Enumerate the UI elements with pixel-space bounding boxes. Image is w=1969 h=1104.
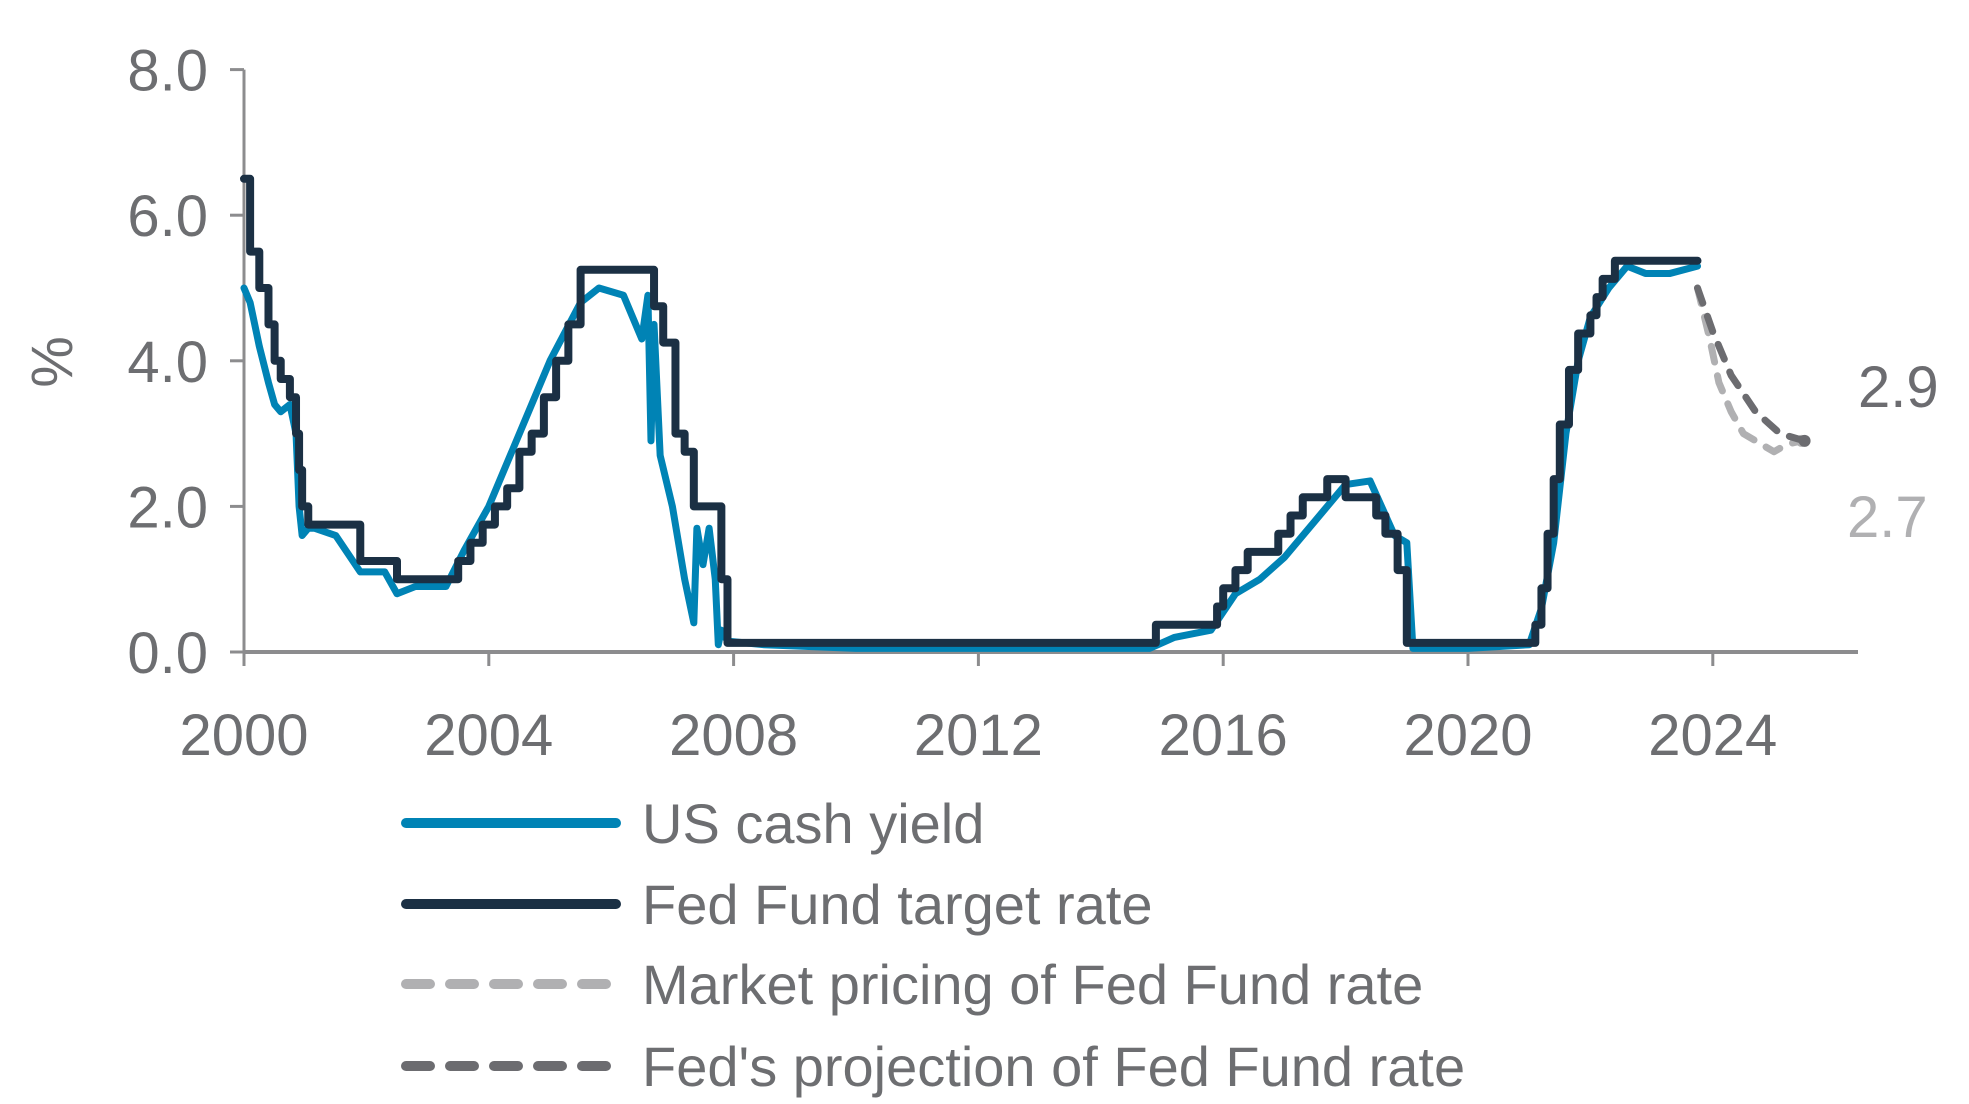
legend-label: Fed Fund target rate — [642, 873, 1153, 936]
series-line-fed-s-projection-of-fed-fund-rate — [1694, 284, 1809, 445]
x-axis: 2000 2004 2008 2012 2016 2020 2024 — [179, 650, 1858, 768]
series-end-point — [1798, 434, 1811, 447]
series-line-us-cash-yield — [240, 262, 1701, 652]
legend-label: Market pricing of Fed Fund rate — [642, 953, 1423, 1016]
series-lines — [240, 174, 1811, 652]
y-axis-label: % — [20, 336, 85, 388]
series-line-market-pricing-of-fed-fund-rate — [1694, 284, 1806, 456]
y-axis: 0.0 2.0 4.0 6.0 8.0 — [127, 39, 246, 686]
y-tick-label: 6.0 — [127, 184, 208, 249]
x-tick-label: 2020 — [1403, 703, 1532, 768]
series-line-fed-fund-target-rate — [240, 174, 1702, 647]
x-tick-label: 2000 — [179, 703, 308, 768]
legend-label: US cash yield — [642, 792, 984, 855]
legend-label: Fed's projection of Fed Fund rate — [642, 1035, 1465, 1098]
y-tick-label: 0.0 — [127, 621, 208, 686]
x-tick-label: 2008 — [669, 703, 798, 768]
y-tick-label: 4.0 — [127, 330, 208, 395]
y-tick-label: 2.0 — [127, 475, 208, 540]
x-tick-label: 2016 — [1159, 703, 1288, 768]
x-tick-label: 2012 — [914, 703, 1043, 768]
y-tick-label: 8.0 — [127, 39, 208, 104]
x-tick-label: 2004 — [424, 703, 553, 768]
annotation-fed-projection: 2.9 — [1858, 355, 1939, 420]
x-tick-label: 2024 — [1648, 703, 1777, 768]
annotation-market-pricing: 2.7 — [1847, 485, 1928, 550]
legend: US cash yield Fed Fund target rate Market … — [401, 792, 1465, 1098]
